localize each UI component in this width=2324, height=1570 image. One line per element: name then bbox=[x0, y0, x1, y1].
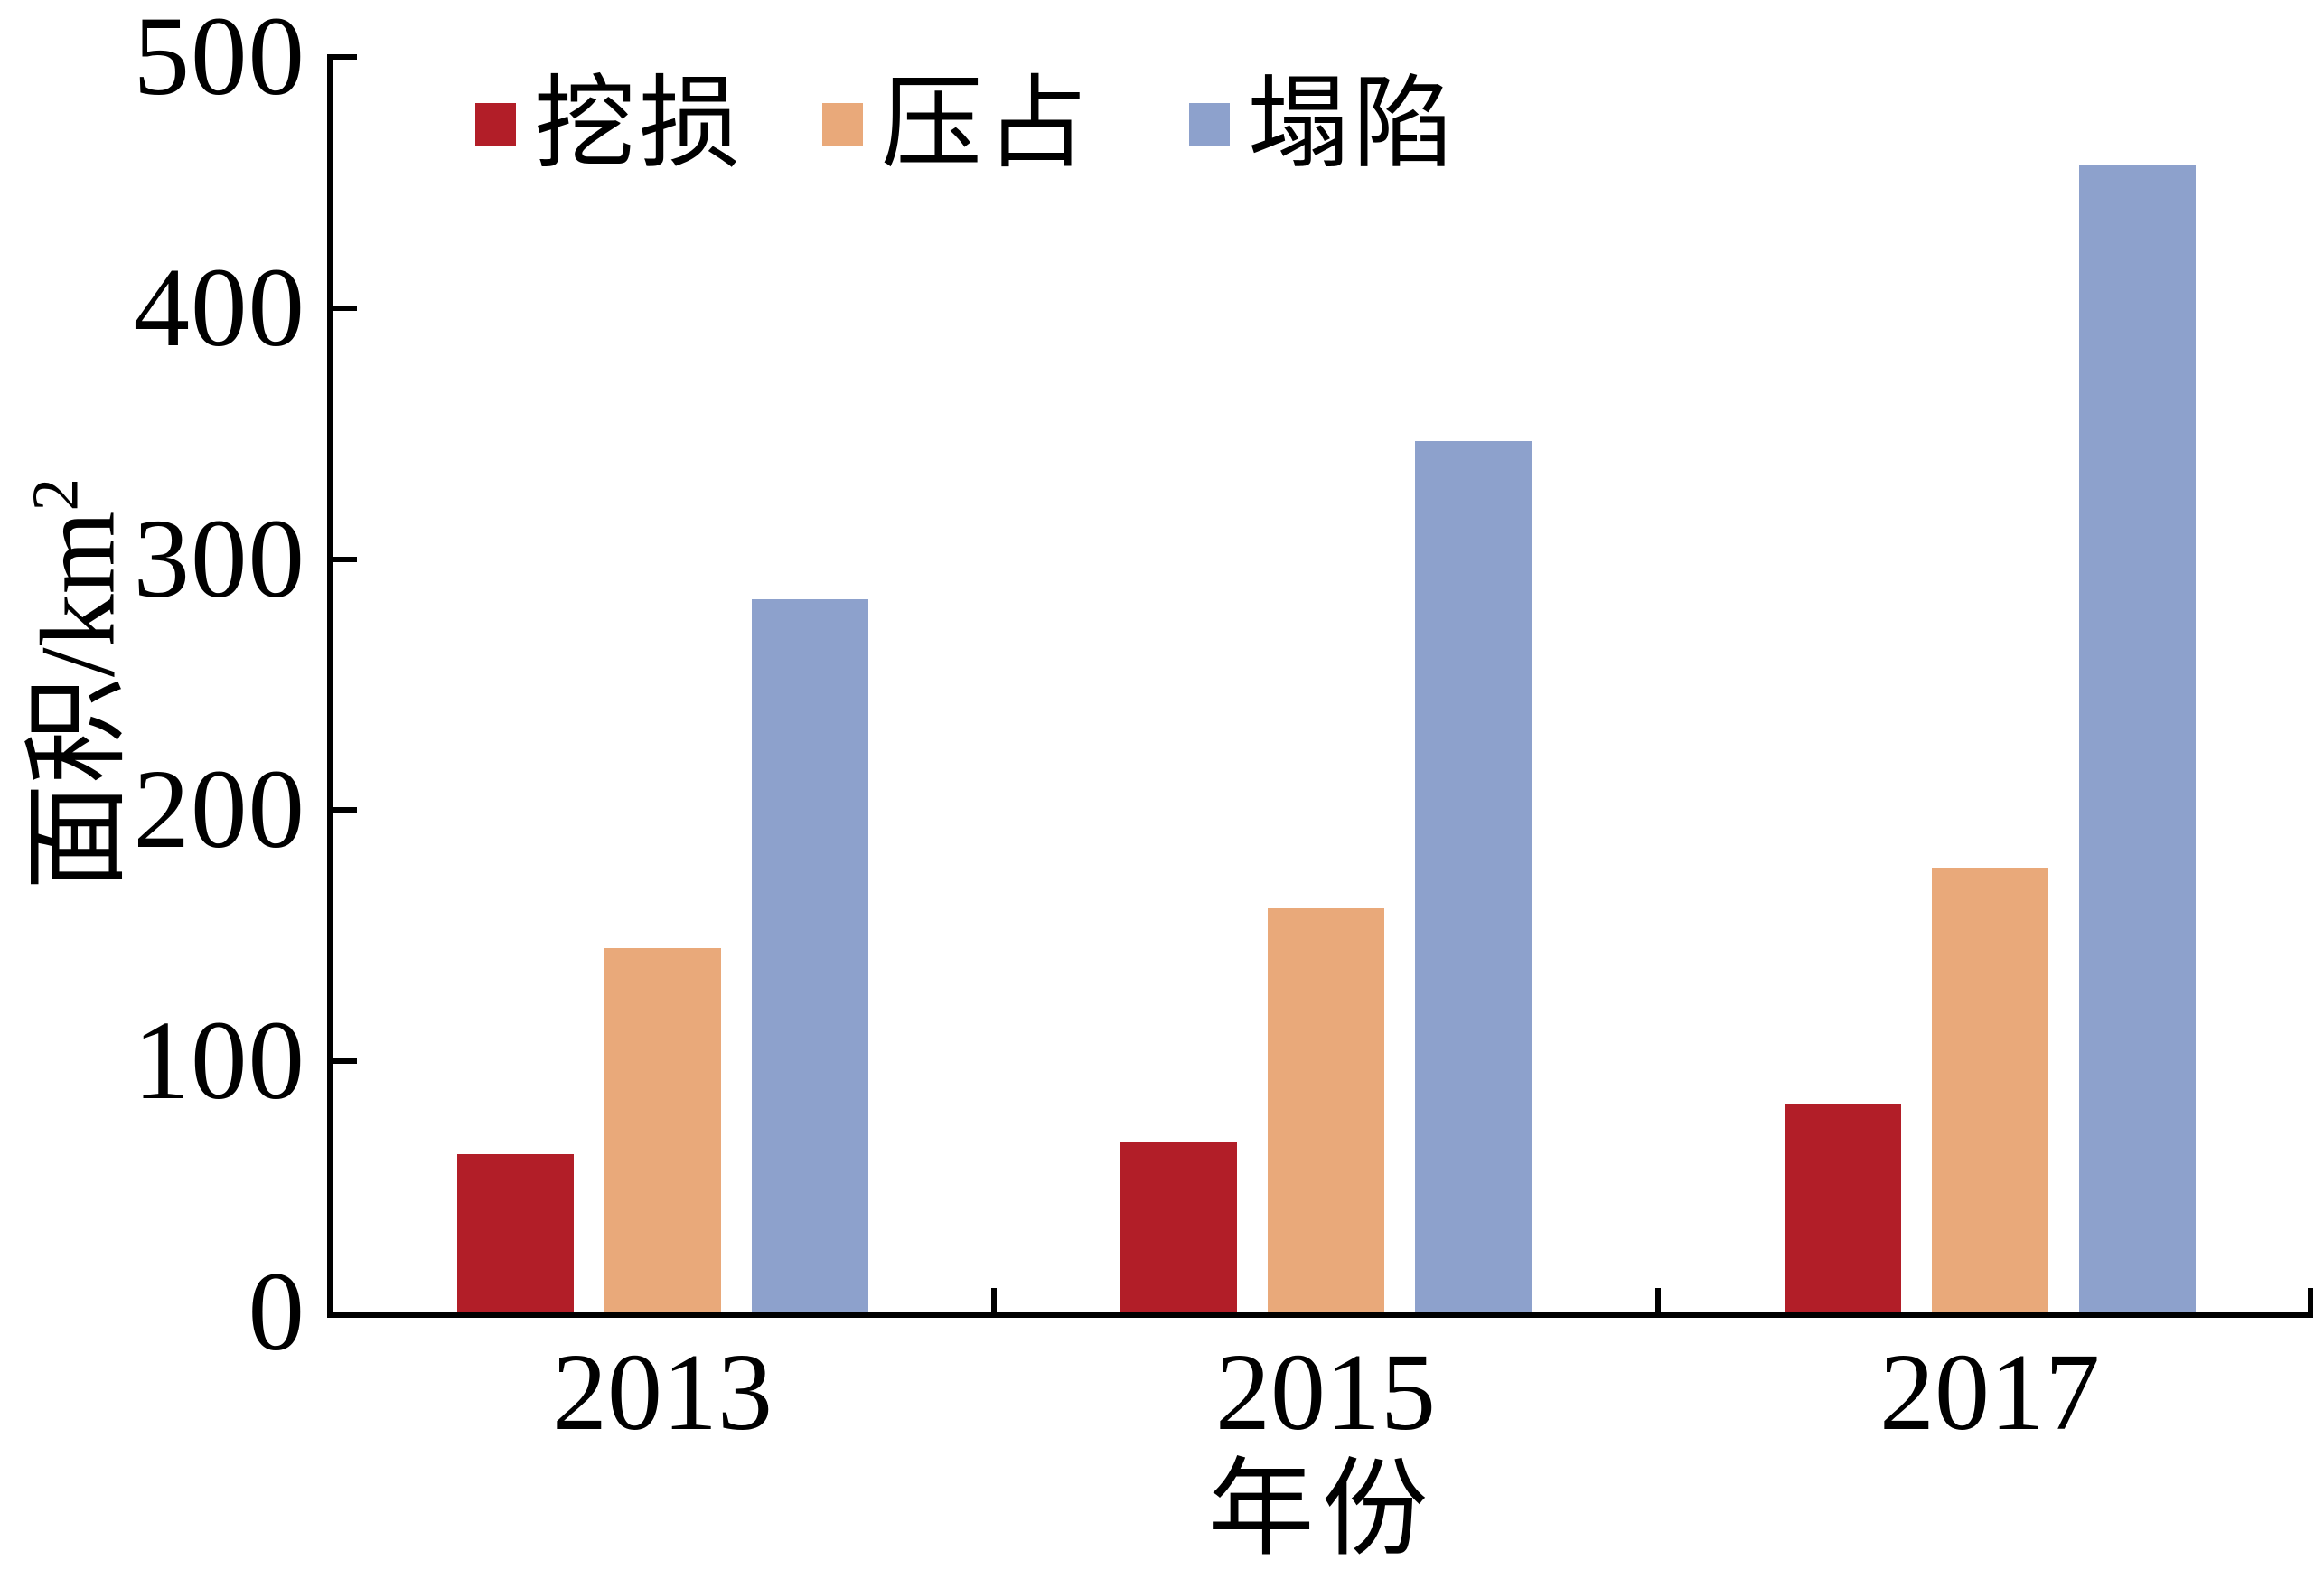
legend-item: 挖损 bbox=[475, 74, 744, 175]
y-tick bbox=[333, 556, 357, 562]
legend-swatch bbox=[475, 103, 516, 146]
x-axis-line bbox=[327, 1312, 2313, 1318]
legend-swatch bbox=[822, 103, 863, 146]
bar-2013-series2 bbox=[604, 948, 721, 1312]
bar-2017-series3 bbox=[2078, 165, 2196, 1312]
bar-2013-series3 bbox=[751, 599, 868, 1312]
y-tick bbox=[333, 305, 357, 311]
x-tick-label: 2017 bbox=[1879, 1331, 2100, 1453]
y-tick-label: 300 bbox=[133, 496, 305, 622]
legend-swatch bbox=[1189, 103, 1230, 146]
y-axis-title-text: 面积/km bbox=[18, 511, 137, 891]
legend-label: 挖损 bbox=[534, 69, 744, 181]
legend-item: 塌陷 bbox=[1189, 74, 1457, 175]
y-tick bbox=[333, 54, 357, 60]
x-tick bbox=[2308, 1288, 2313, 1312]
y-tick-label: 100 bbox=[133, 999, 305, 1124]
bar-2015-series2 bbox=[1267, 907, 1384, 1312]
bar-2015-series3 bbox=[1414, 441, 1532, 1312]
bar-2017-series2 bbox=[1931, 868, 2048, 1312]
y-tick bbox=[333, 1058, 357, 1065]
y-axis-line bbox=[327, 54, 333, 1318]
x-tick bbox=[1655, 1288, 1661, 1312]
bar-2017-series1 bbox=[1784, 1104, 1901, 1312]
y-tick-label: 400 bbox=[133, 245, 305, 371]
legend-label: 压占 bbox=[881, 69, 1091, 181]
x-axis-title: 年份 bbox=[1207, 1451, 1436, 1569]
y-axis-title-superscript: 2 bbox=[18, 477, 92, 512]
y-axis-title: 面积/km2 bbox=[18, 478, 136, 890]
y-tick-label: 500 bbox=[133, 0, 305, 119]
y-tick-label: 200 bbox=[133, 747, 305, 873]
legend-label: 塌陷 bbox=[1248, 69, 1457, 181]
y-tick-label: 0 bbox=[248, 1250, 305, 1375]
bar-2015-series1 bbox=[1120, 1142, 1237, 1312]
x-tick bbox=[991, 1288, 997, 1312]
x-tick-label: 2013 bbox=[552, 1331, 773, 1453]
legend-item: 压占 bbox=[822, 74, 1091, 175]
x-tick-label: 2015 bbox=[1215, 1331, 1436, 1453]
y-tick bbox=[333, 807, 357, 813]
bar-2013-series1 bbox=[456, 1153, 574, 1312]
